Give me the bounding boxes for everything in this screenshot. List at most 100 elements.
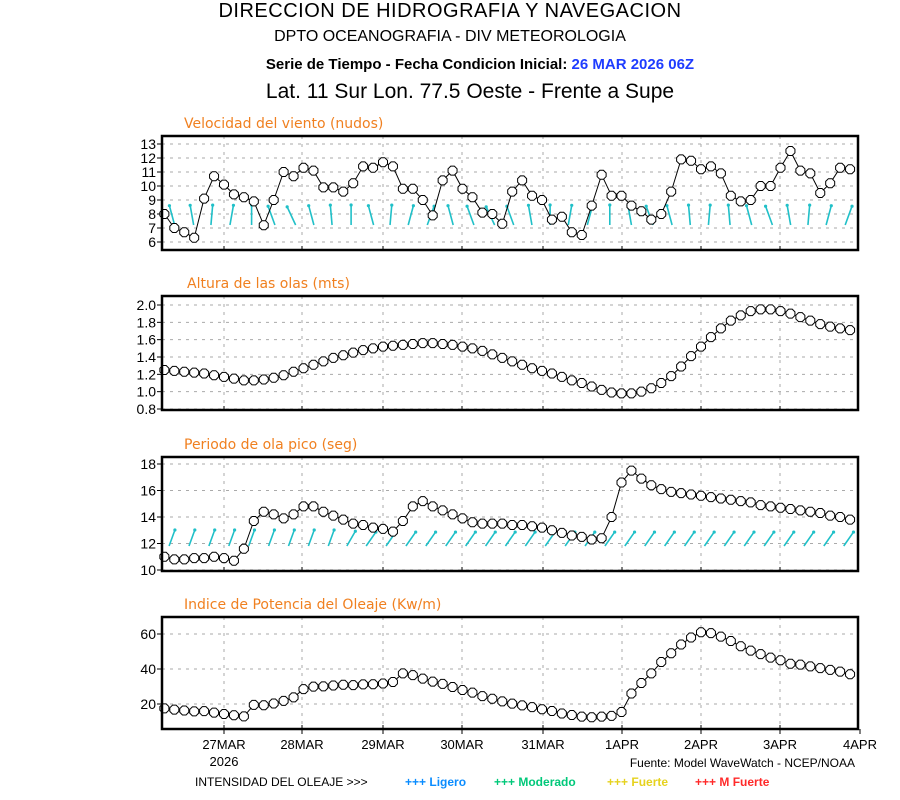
direction-arrow [286,206,297,226]
direction-arrow [228,529,236,547]
data-point [576,711,587,722]
data-point [467,517,478,528]
data-point [705,332,716,343]
direction-arrow [168,529,176,547]
data-point [358,345,369,356]
direction-arrow-head [252,528,257,532]
data-point [566,375,577,386]
direction-arrow-head [608,203,612,207]
y-tick-label: 13 [140,136,156,152]
direction-arrow-head [785,203,789,207]
data-point [258,220,269,231]
direction-arrow-head [213,528,217,532]
data-point [745,195,756,205]
direction-arrows [168,528,856,547]
direction-arrow [644,531,656,547]
data-point [676,488,687,499]
data-point [586,712,597,723]
data-point [209,551,220,562]
data-point [606,387,617,398]
data-point [258,700,269,711]
data-point [835,666,846,677]
data-point [318,681,329,692]
data-point [238,192,249,203]
direction-arrow [464,531,477,547]
direction-arrow-head [829,204,833,208]
direction-arrow [803,531,815,547]
y-tick-label: 60 [140,626,156,642]
data-point [765,501,776,512]
data-point [288,692,299,703]
data-point [735,310,746,321]
data-point [696,164,706,175]
data-point [795,165,806,176]
data-point [338,186,349,197]
data-point [705,492,716,503]
direction-arrow-head [332,528,336,532]
direction-arrow [466,205,475,226]
data-point [477,207,488,218]
legend-item: +++ Moderado [494,775,576,789]
data-point [586,381,597,392]
direction-arrow-head [732,530,736,534]
data-point [725,494,736,505]
data-point [338,514,349,525]
data-point [447,339,458,350]
data-point [457,685,468,695]
data-point [477,518,488,529]
direction-arrow-head [211,203,215,207]
header-subtitle: DPTO OCEANOGRAFIA - DIV METEOROLOGIA [274,28,626,45]
data-point [676,154,687,165]
y-tick-label: 10 [140,178,156,194]
data-point [686,489,697,500]
data-point [845,325,856,336]
data-point [765,304,776,315]
direction-arrow [506,205,515,226]
direction-arrow [389,205,393,226]
data-point [765,652,776,663]
direction-arrow [663,531,676,547]
data-point [815,663,826,674]
data-point [248,375,259,386]
data-point [487,209,498,219]
direction-arrow-head [353,529,357,533]
panel-title: Periodo de ola pico (seg) [184,437,357,453]
y-tick-label: 16 [140,483,156,499]
data-point [457,513,468,524]
data-point [705,161,716,172]
direction-arrow [763,531,775,547]
data-point [775,655,786,666]
data-point [745,497,756,508]
data-point [308,501,319,512]
direction-arrow-head [772,530,776,534]
y-tick-label: 8 [148,206,156,222]
data-point [219,708,229,719]
data-point [348,680,359,691]
data-point [179,227,190,238]
panel-frame [160,615,860,731]
data-point [487,693,498,704]
data-point [556,371,567,382]
legend-item: +++ Ligero [405,775,466,789]
panel-title: Indice de Potencia del Oleaje (Kw/m) [184,597,441,613]
data-point [715,168,726,179]
direction-arrow [407,205,415,226]
direction-arrow-head [231,203,236,207]
data-point [248,196,259,207]
direction-arrow-head [292,528,296,532]
data-point [328,680,339,691]
direction-arrow-head [328,203,332,207]
data-point [815,508,826,519]
data-point [477,691,488,702]
data-point [228,189,239,200]
y-tick-label: 11 [141,164,156,180]
direction-arrow [168,205,176,226]
data-point [199,553,210,564]
data-point [338,679,349,690]
data-point [537,522,547,533]
data-point [517,359,528,370]
direction-arrow-head [272,528,277,532]
direction-arrow [567,205,573,226]
data-point [656,484,667,495]
data-point [686,351,697,362]
